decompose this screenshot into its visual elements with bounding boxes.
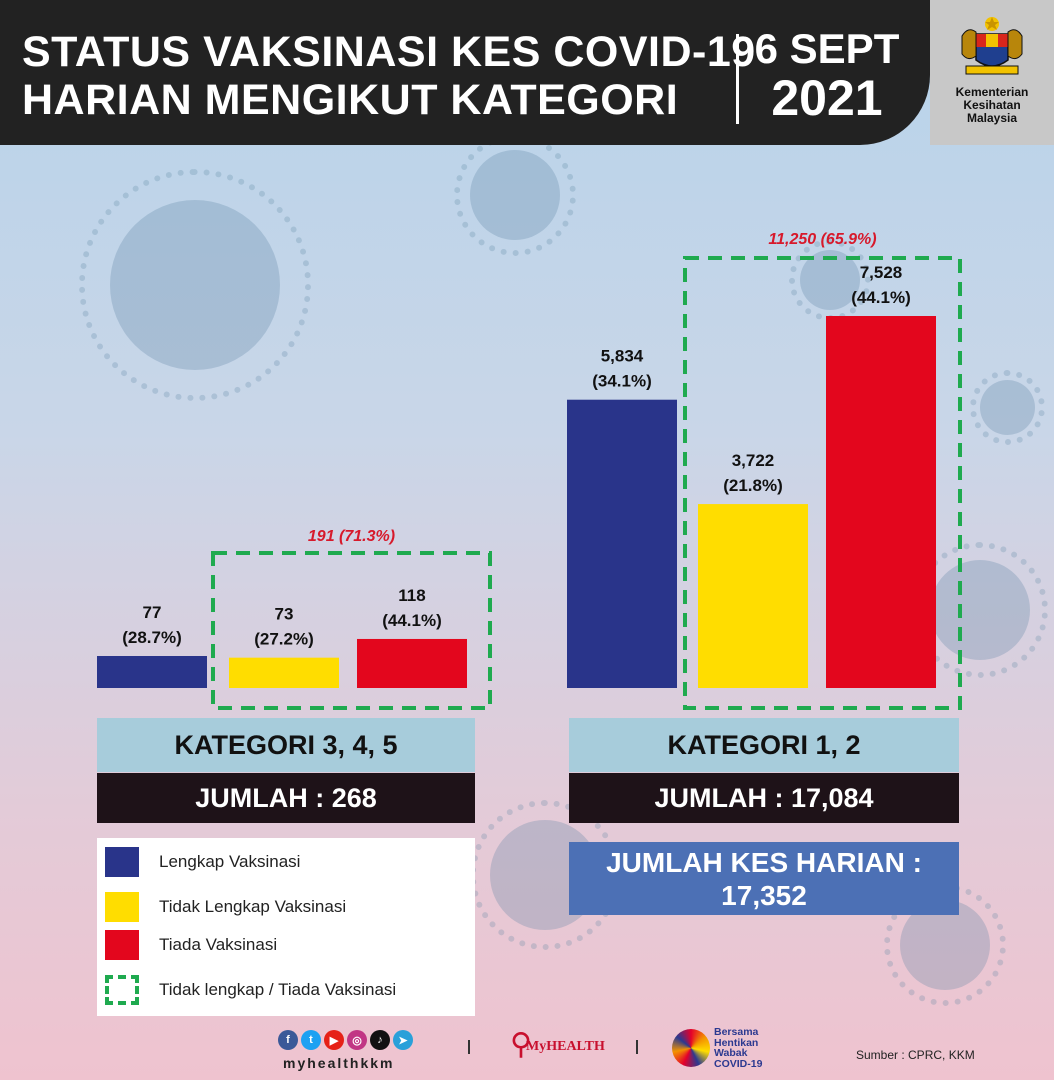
category-345-label: KATEGORI 3, 4, 5 xyxy=(97,718,475,772)
group-label: 11,250 (65.9%) xyxy=(768,231,876,248)
bar-percent-label: (34.1%) xyxy=(592,372,652,391)
group-dashed-box xyxy=(683,256,962,710)
coat-of-arms-icon xyxy=(961,17,1023,75)
myhealth-logo-text: MyHEALTH xyxy=(526,1039,605,1054)
legend-item-tidak-lengkap: Tidak Lengkap Vaksinasi xyxy=(105,892,346,922)
date-divider xyxy=(736,34,739,124)
bersama-line-3: Wabak xyxy=(714,1047,748,1059)
bersama-line-1: Bersama xyxy=(714,1026,759,1038)
legend-label: Tidak lengkap / Tiada Vaksinasi xyxy=(159,980,397,999)
bar-percent-label: (28.7%) xyxy=(122,628,182,647)
bar-percent-label: (44.1%) xyxy=(382,611,442,630)
legend-label: Tiada Vaksinasi xyxy=(159,935,278,954)
legend-item-dashed: Tidak lengkap / Tiada Vaksinasi xyxy=(105,975,396,1005)
report-date: 6 SEPT 2021 xyxy=(752,25,902,126)
bar xyxy=(97,656,207,688)
legend: Lengkap Vaksinasi Tidak Lengkap Vaksinas… xyxy=(97,838,475,1016)
bar xyxy=(357,638,467,688)
legend-dashed-swatch xyxy=(105,975,139,1005)
tiktok-icon[interactable]: ♪ xyxy=(370,1030,390,1050)
category-12-label: KATEGORI 1, 2 xyxy=(569,718,959,772)
bersama-line-4: COVID-19 xyxy=(714,1057,763,1070)
bar xyxy=(229,657,339,688)
social-icons: f t ▶ ◎ ♪ ➤ xyxy=(278,1030,413,1050)
grand-total-value: 17,352 xyxy=(721,880,807,911)
bar-value-label: 3,722 xyxy=(732,451,775,470)
category-12-total: JUMLAH : 17,084 xyxy=(569,773,959,823)
legend-swatch xyxy=(105,892,139,922)
twitter-icon[interactable]: t xyxy=(301,1030,321,1050)
bar-percent-label: (44.1%) xyxy=(851,288,911,307)
ministry-line-3: Malaysia xyxy=(966,111,1018,125)
legend-swatch xyxy=(105,930,139,960)
bar-percent-label: (21.8%) xyxy=(723,476,783,495)
virus-decoration xyxy=(970,370,1045,445)
bar xyxy=(567,399,677,688)
youtube-icon[interactable]: ▶ xyxy=(324,1030,344,1050)
date-day-month: 6 SEPT xyxy=(754,25,900,72)
legend-label: Lengkap Vaksinasi xyxy=(159,852,301,871)
group-label: 191 (71.3%) xyxy=(308,528,395,545)
bersama-burst-icon xyxy=(672,1029,710,1067)
bar xyxy=(826,316,936,688)
bar-value-label: 7,528 xyxy=(860,263,903,282)
page-title: STATUS VAKSINASI KES COVID-19 HARIAN MEN… xyxy=(22,28,756,124)
category-345-total: JUMLAH : 268 xyxy=(97,773,475,823)
ministry-name: Kementerian Kesihatan Malaysia xyxy=(930,86,1054,125)
bar-value-label: 77 xyxy=(143,603,162,622)
footer-divider xyxy=(636,1040,638,1054)
grand-total-box: JUMLAH KES HARIAN : 17,352 xyxy=(569,842,959,915)
myhealth-figure-icon: ⚲ xyxy=(510,1028,532,1061)
myhealth-logo: ⚲ MyHEALTH xyxy=(510,1025,620,1070)
telegram-icon[interactable]: ➤ xyxy=(393,1030,413,1050)
bar-value-label: 118 xyxy=(398,586,425,605)
ministry-line-2: Kesihatan xyxy=(963,98,1021,112)
grand-total-label: JUMLAH KES HARIAN : xyxy=(606,847,922,878)
facebook-icon[interactable]: f xyxy=(278,1030,298,1050)
virus-decoration xyxy=(79,169,311,401)
ministry-line-1: Kementerian xyxy=(955,85,1029,99)
virus-decoration xyxy=(453,133,577,257)
title-line-2: HARIAN MENGIKUT KATEGORI xyxy=(22,76,679,124)
bar-value-label: 5,834 xyxy=(601,347,644,366)
group-dashed-box xyxy=(211,551,492,710)
social-handle: myhealthkkm xyxy=(283,1055,395,1071)
legend-item-tiada: Tiada Vaksinasi xyxy=(105,930,277,960)
header-banner: STATUS VAKSINASI KES COVID-19 HARIAN MEN… xyxy=(0,0,930,145)
legend-swatch xyxy=(105,847,139,877)
bar xyxy=(698,504,808,688)
legend-item-lengkap: Lengkap Vaksinasi xyxy=(105,847,300,877)
ministry-logo-box: Kementerian Kesihatan Malaysia xyxy=(930,0,1054,145)
bar-percent-label: (27.2%) xyxy=(254,630,314,649)
bersama-logo: Bersama Hentikan Wabak COVID-19 xyxy=(672,1025,792,1073)
instagram-icon[interactable]: ◎ xyxy=(347,1030,367,1050)
source-note: Sumber : CPRC, KKM xyxy=(856,1048,975,1062)
date-year: 2021 xyxy=(771,70,883,126)
virus-decoration xyxy=(883,883,1007,1007)
bar-value-label: 73 xyxy=(275,605,294,624)
footer-divider xyxy=(468,1040,470,1054)
legend-label: Tidak Lengkap Vaksinasi xyxy=(159,897,347,916)
title-line-1: STATUS VAKSINASI KES COVID-19 xyxy=(22,28,756,76)
bersama-text: Bersama Hentikan Wabak COVID-19 xyxy=(714,1027,762,1069)
bersama-line-2: Hentikan xyxy=(714,1036,759,1049)
